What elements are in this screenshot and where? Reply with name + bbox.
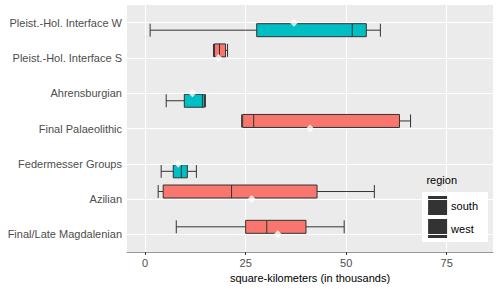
- svg-text:west: west: [450, 223, 474, 235]
- svg-text:50: 50: [340, 257, 352, 269]
- svg-text:Pleist.-Hol. Interface W: Pleist.-Hol. Interface W: [10, 17, 123, 29]
- svg-text:0: 0: [142, 257, 148, 269]
- svg-text:Pleist.-Hol. Interface S: Pleist.-Hol. Interface S: [13, 52, 122, 64]
- svg-text:75: 75: [441, 257, 453, 269]
- svg-text:Final Palaeolithic: Final Palaeolithic: [39, 123, 123, 135]
- svg-text:south: south: [451, 200, 478, 212]
- svg-text:Federmesser Groups: Federmesser Groups: [18, 158, 122, 170]
- svg-text:square-kilometers (in thousand: square-kilometers (in thousands): [230, 272, 390, 284]
- svg-text:Final/Late Magdalenian: Final/Late Magdalenian: [8, 228, 122, 240]
- svg-text:region: region: [426, 174, 457, 186]
- svg-text:Ahrensburgian: Ahrensburgian: [50, 87, 122, 99]
- svg-text:25: 25: [240, 257, 252, 269]
- svg-text:Azilian: Azilian: [90, 193, 122, 205]
